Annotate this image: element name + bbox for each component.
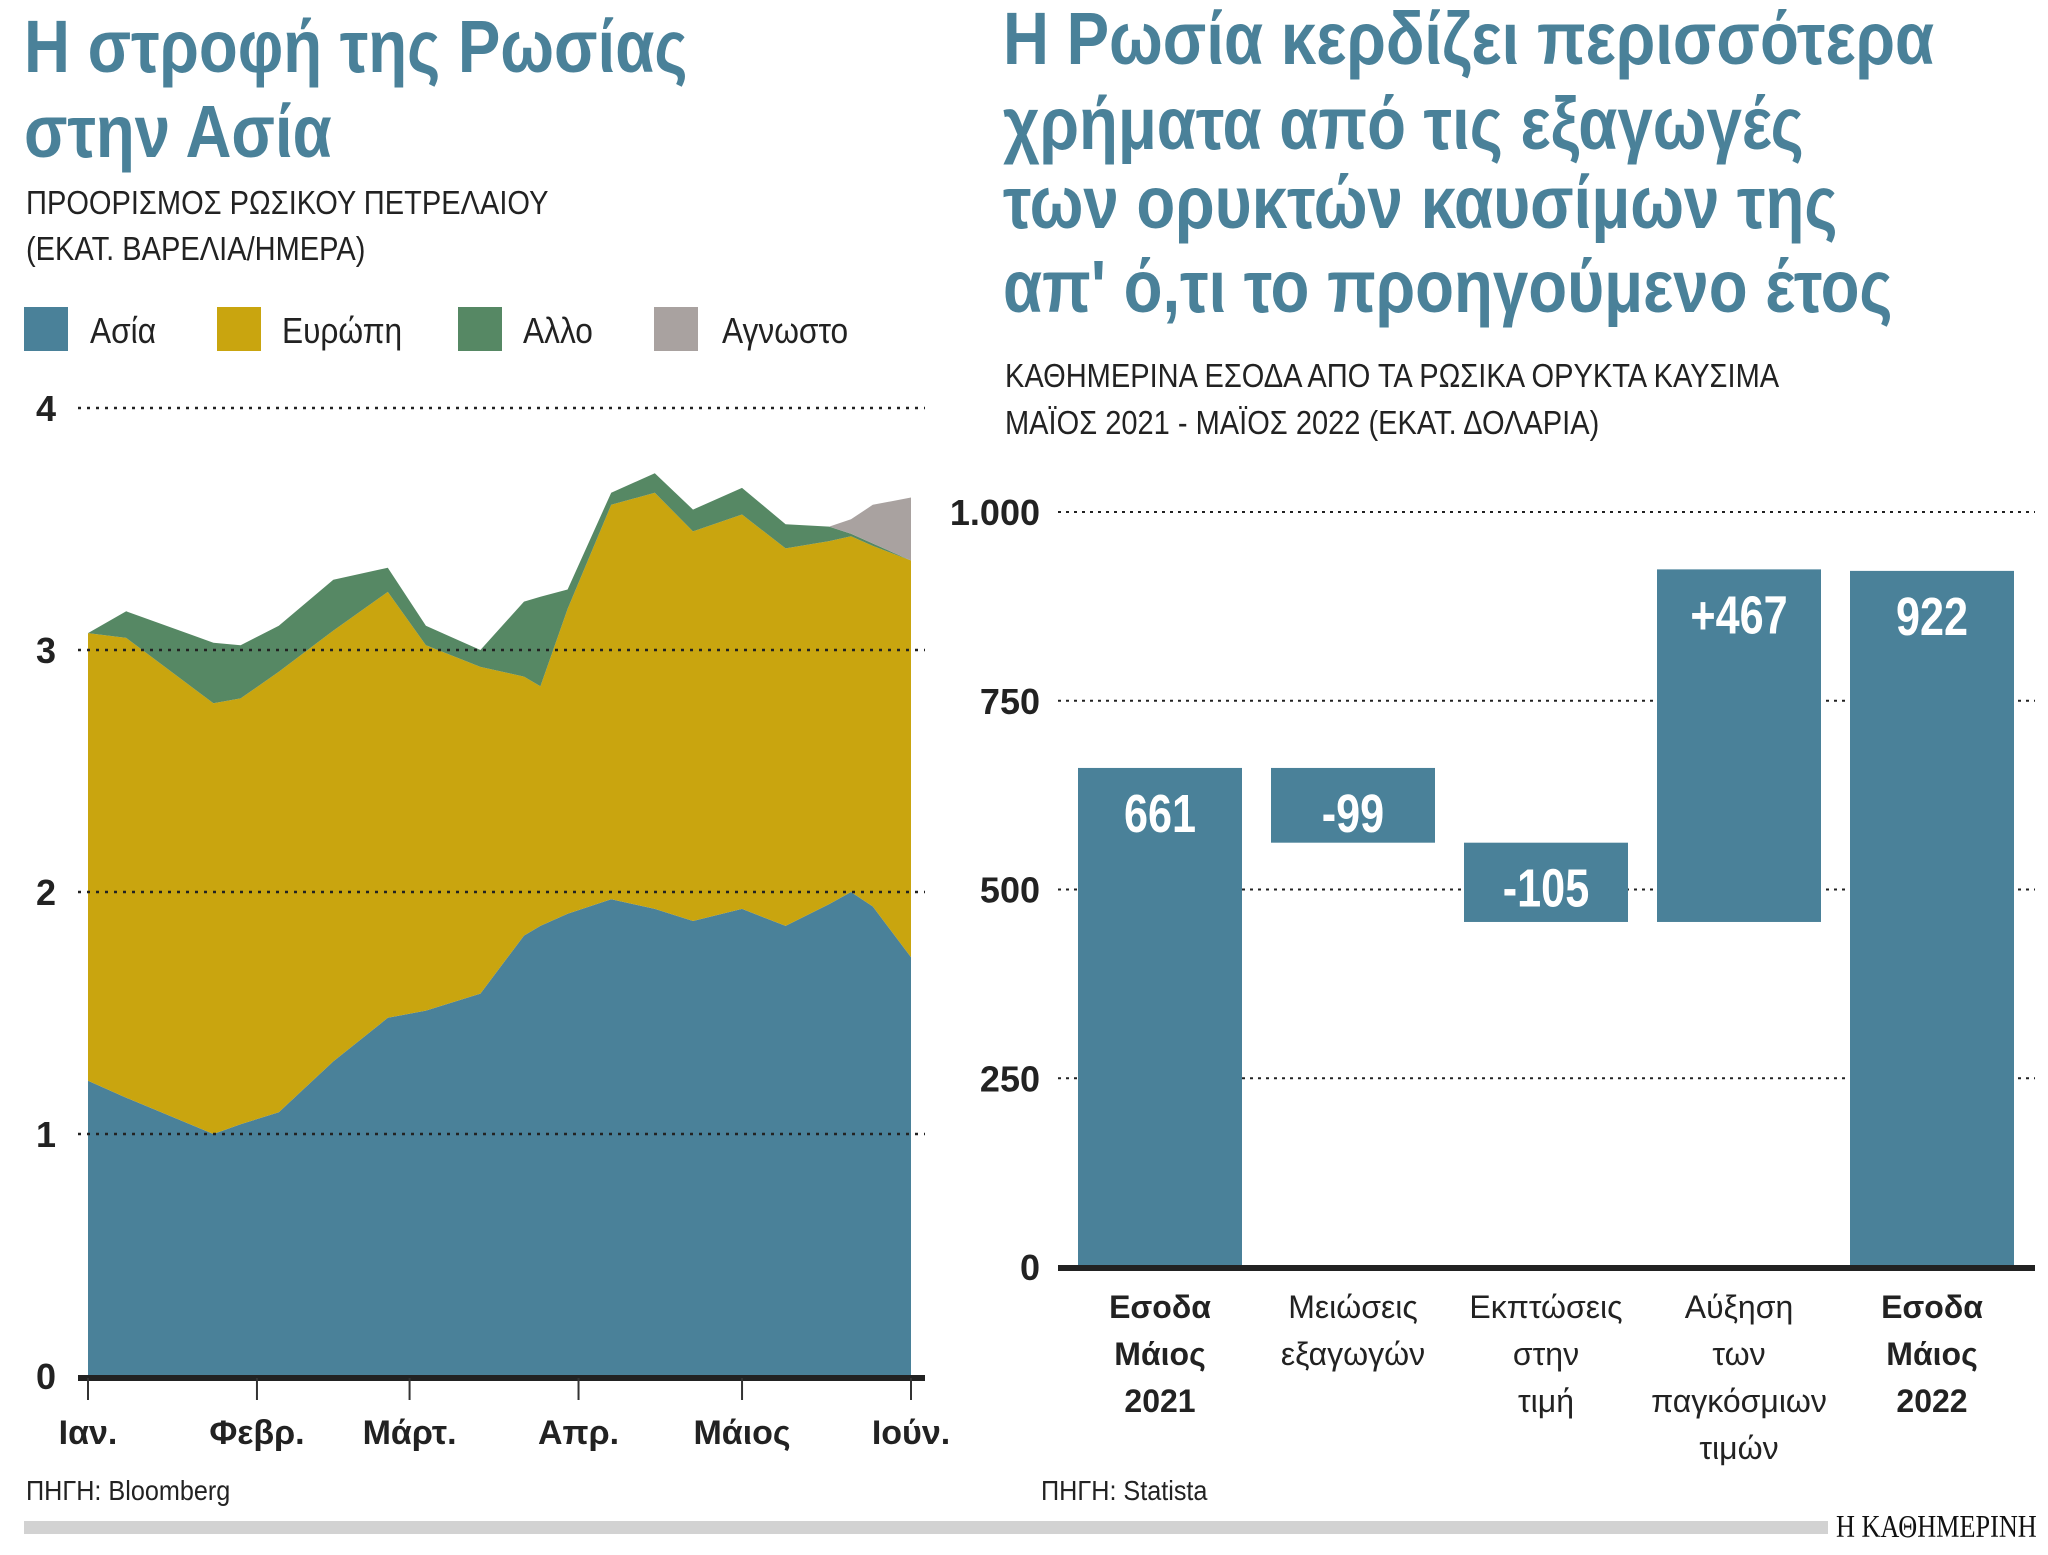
y-tick-label-500: 500 (980, 870, 1040, 911)
left-chart-subtitle-line-2: (ΕΚΑΤ. ΒΑΡΕΛΙΑ/ΗΜΕΡΑ) (26, 230, 365, 267)
right-chart-title-line-3: των ορυκτών καυσίμων της (1003, 162, 1837, 245)
category-label: Μάιος (1886, 1336, 1977, 1372)
legend-item-asia: Ασία (24, 307, 156, 351)
x-tick-label: Μάιος (693, 1414, 790, 1452)
right-chart-subtitle-line-2: ΜΑΪΟΣ 2021 - ΜΑΪΟΣ 2022 (ΕΚΑΤ. ΔΟΛΑΡΙΑ) (1005, 404, 1599, 441)
category-label: Μειώσεις (1288, 1289, 1418, 1325)
y-tick-label-0: 0 (1020, 1247, 1040, 1288)
legend: Ασία Ευρώπη Αλλο Αγνωστο (24, 307, 848, 351)
y-tick-label-250: 250 (980, 1058, 1040, 1099)
left-chart-subtitle-line-1: ΠΡΟΟΡΙΣΜΟΣ ΡΩΣΙΚΟΥ ΠΕΤΡΕΛΑΙΟΥ (26, 184, 549, 221)
category-label: Εκπτώσεις (1469, 1289, 1622, 1325)
right-chart-title-line-4: απ' ό,τι το προηγούμενο έτος (1003, 246, 1893, 329)
category-label: Μάιος (1114, 1336, 1205, 1372)
area-series-asia (88, 892, 911, 1376)
right-chart-title-line-1: Η Ρωσία κερδίζει περισσότερα (1003, 0, 1934, 80)
area-series-europe (88, 492, 911, 1134)
right-chart-subtitle-line-1: ΚΑΘΗΜΕΡΙΝΑ ΕΣΟΔΑ ΑΠΟ ΤΑ ΡΩΣΙΚΑ ΟΡΥΚΤΑ ΚΑ… (1005, 357, 1779, 394)
right-chart-title-line-2: χρήματα από τις εξαγωγές (1003, 83, 1804, 166)
legend-swatch-other (458, 307, 502, 351)
legend-swatch-asia (24, 307, 68, 351)
category-label: 2022 (1896, 1383, 1967, 1419)
category-label: παγκόσμιων (1651, 1383, 1827, 1419)
x-tick-label: Ιούν. (872, 1414, 950, 1452)
legend-label-asia: Ασία (90, 311, 156, 351)
legend-label-other: Αλλο (523, 311, 593, 351)
category-label: Αύξηση (1685, 1289, 1794, 1325)
bar-value-label: -99 (1322, 784, 1384, 844)
bar-value-label: +467 (1690, 586, 1787, 646)
waterfall-bar (1271, 767, 1435, 843)
legend-item-other: Αλλο (458, 307, 593, 351)
waterfall-bar (1850, 570, 2014, 1267)
right-chart-source: ΠΗΓΗ: Statista (1041, 1475, 1208, 1507)
waterfall-bar (1657, 569, 1821, 922)
left-chart-header: Η στροφή της Ρωσίας στην Ασία ΠΡΟΟΡΙΣΜΟΣ… (24, 6, 687, 268)
category-label: στην (1513, 1336, 1579, 1372)
left-chart-source: ΠΗΓΗ: Bloomberg (26, 1475, 230, 1507)
area-series-other (88, 473, 911, 704)
y-tick-label-1: 1 (36, 1114, 56, 1155)
y-tick-label-2: 2 (36, 872, 56, 913)
x-tick-label: Μάρτ. (363, 1414, 457, 1452)
category-label: τιμή (1518, 1383, 1574, 1419)
legend-swatch-europe (217, 307, 261, 351)
category-label: Εσοδα (1109, 1289, 1211, 1325)
y-tick-label-0: 0 (36, 1356, 56, 1397)
y-tick-label-750: 750 (980, 681, 1040, 722)
category-label: Εσοδα (1881, 1289, 1983, 1325)
category-label: τιμών (1699, 1430, 1778, 1466)
x-tick-label: Απρ. (538, 1414, 619, 1452)
y-tick-label-3: 3 (36, 630, 56, 671)
legend-swatch-unknown (654, 307, 698, 351)
bar-value-label: -105 (1503, 859, 1589, 919)
y-tick-label-1000: 1.000 (950, 492, 1040, 533)
legend-item-unknown: Αγνωστο (654, 307, 848, 351)
y-tick-label-4: 4 (36, 388, 56, 429)
category-label: εξαγωγών (1281, 1336, 1425, 1372)
publisher-logo: Η ΚΑΘΗΜΕΡΙΝΗ (1836, 1510, 2037, 1545)
legend-item-europe: Ευρώπη (217, 307, 402, 351)
left-chart-title-line-1: Η στροφή της Ρωσίας (24, 6, 687, 89)
legend-label-unknown: Αγνωστο (722, 311, 848, 351)
area-chart-plot: 0 1 2 3 4 Ιαν. Φεβρ. Μάρτ. Απρ. Μάιος Ιούν. (36, 388, 950, 1452)
waterfall-bar (1464, 842, 1628, 922)
right-chart-header: Η Ρωσία κερδίζει περισσότερα χρήματα από… (1003, 0, 1934, 441)
x-tick-label: Ιαν. (59, 1414, 118, 1452)
waterfall-bar (1078, 767, 1242, 1267)
category-label: των (1712, 1336, 1765, 1372)
bar-value-label: 922 (1896, 587, 1968, 647)
legend-label-europe: Ευρώπη (282, 311, 402, 351)
category-label: 2021 (1124, 1383, 1195, 1419)
left-chart-title-line-2: στην Ασία (24, 91, 332, 174)
bar-value-label: 661 (1124, 784, 1196, 844)
x-tick-label: Φεβρ. (209, 1414, 304, 1452)
waterfall-chart-plot: 0 250 500 750 1.000 661 Εσοδα Μάιος 2021 -99 Μειώσ… (950, 492, 2035, 1466)
footer-rule (24, 1521, 1828, 1534)
